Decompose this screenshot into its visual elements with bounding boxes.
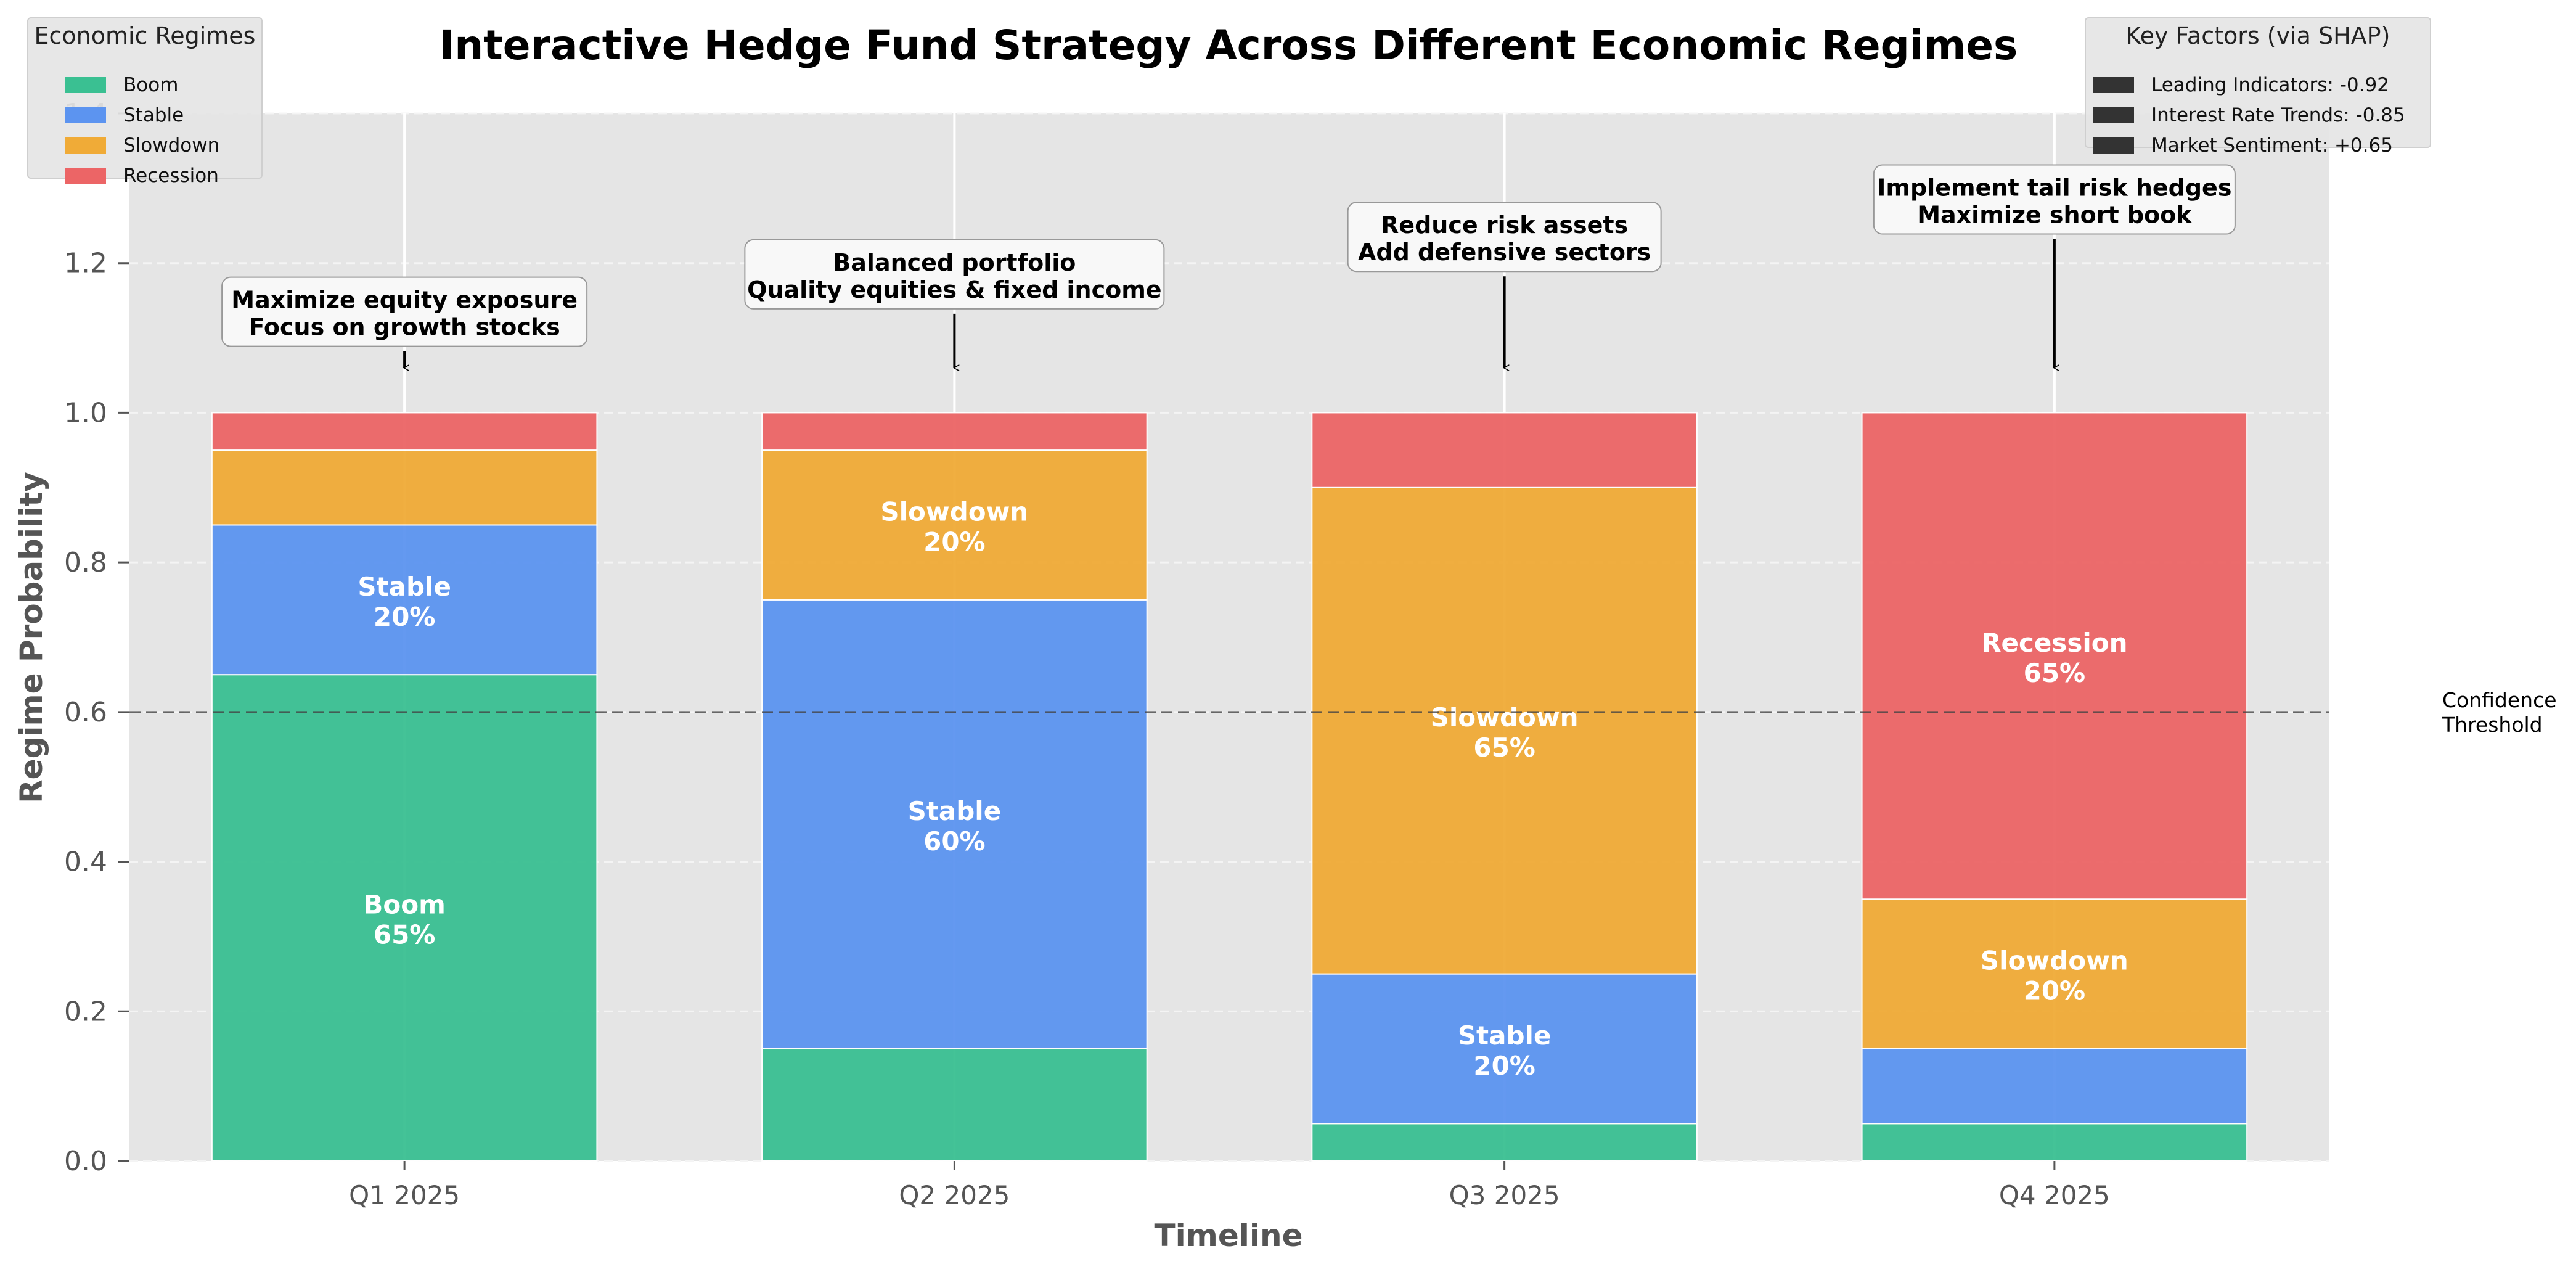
bar-label: Recession (1981, 628, 2127, 658)
legend-swatch-recession (65, 168, 106, 184)
y-tick-label: 0.2 (64, 996, 107, 1027)
annotation-box (1347, 202, 1662, 273)
legend-label-boom: Boom (123, 74, 179, 96)
legend-entry-slowdown: Slowdown (28, 132, 261, 159)
legend-swatch-boom (65, 77, 106, 93)
bar-segment-slowdown (1311, 486, 1698, 975)
bar-value-label: 20% (374, 602, 436, 632)
bar-value-label: 20% (2024, 976, 2086, 1006)
key-factors-legend: Key Factors (via SHAP) Leading Indicator… (2085, 17, 2431, 157)
bar-segment-slowdown (1861, 898, 2248, 1049)
bar-label: Slowdown (880, 496, 1028, 527)
y-tick-label: 0.4 (64, 847, 107, 878)
y-tick-label: 1.2 (64, 248, 107, 279)
bar-label: Stable (358, 572, 451, 602)
key-factor-swatch (2093, 77, 2134, 93)
bar-segment-slowdown (761, 449, 1148, 601)
bar-label: Stable (908, 796, 1002, 826)
annotation-text: Focus on growth stocks (249, 314, 560, 341)
bar-segment-stable (761, 599, 1148, 1049)
bar-value-label: 20% (923, 527, 986, 557)
annotation-text: Balanced portfolio (833, 249, 1076, 276)
annotation-box (1873, 164, 2236, 235)
regime-legend: Economic Regimes Boom Stable Slowdown Re… (27, 17, 263, 187)
annotation-box (744, 239, 1165, 310)
bar-value-label: 60% (923, 826, 986, 856)
key-factor-label: Leading Indicators: -0.92 (2151, 74, 2389, 96)
bar-segment-recession (761, 412, 1148, 451)
legend-entry-boom: Boom (28, 72, 261, 99)
bar-value-label: 20% (1473, 1051, 1535, 1081)
legend-label-slowdown: Slowdown (123, 134, 220, 157)
bar-value-label: 65% (2024, 658, 2086, 688)
annotation-text: Implement tail risk hedges (1877, 174, 2231, 202)
key-factor-entry: Interest Rate Trends: -0.85 (2086, 102, 2430, 129)
bar-segment-slowdown (211, 449, 598, 526)
annotation-text: Maximize short book (1917, 202, 2192, 229)
threshold-label: Threshold (2442, 713, 2543, 737)
bar-segment-boom (1861, 1123, 2248, 1162)
legend-entry-stable: Stable (28, 102, 261, 129)
bar-segment-boom (761, 1048, 1148, 1162)
key-factors-title: Key Factors (via SHAP) (2125, 22, 2390, 49)
bar-label: Boom (363, 890, 446, 920)
bar-segment-recession (211, 412, 598, 451)
annotation-text: Reduce risk assets (1381, 211, 1628, 239)
legend-label-recession: Recession (123, 165, 219, 187)
bar-value-label: 65% (374, 920, 436, 950)
bar-segment-recession (1311, 412, 1698, 488)
bar-label: Slowdown (1981, 946, 2128, 976)
threshold-label: Confidence (2442, 688, 2557, 712)
y-tick-label: 1.0 (64, 397, 107, 429)
key-factor-swatch (2093, 137, 2134, 154)
legend-title: Economic Regimes (34, 22, 256, 49)
x-axis-label: Timeline (1154, 1218, 1302, 1254)
bar-segment-stable (1861, 1048, 2248, 1125)
annotation-text: Add defensive sectors (1358, 239, 1651, 266)
key-factor-label: Market Sentiment: +0.65 (2151, 134, 2393, 157)
key-factor-entry: Leading Indicators: -0.92 (2086, 72, 2430, 99)
x-tick-label: Q2 2025 (899, 1180, 1010, 1210)
bar-segment-stable (211, 524, 598, 676)
legend-entry-recession: Recession (28, 162, 261, 189)
y-tick-label: 0.0 (64, 1146, 107, 1177)
bar-segment-stable (1311, 973, 1698, 1125)
bar-segment-recession (1861, 412, 2248, 900)
key-factor-swatch (2093, 107, 2134, 123)
y-tick-label: 0.6 (64, 697, 107, 728)
bar-segment-boom (211, 674, 598, 1162)
x-tick-label: Q4 2025 (1999, 1180, 2110, 1210)
bar-label: Stable (1458, 1020, 1552, 1051)
bar-segment-boom (1311, 1123, 1698, 1162)
x-tick-label: Q1 2025 (349, 1180, 460, 1210)
legend-swatch-stable (65, 107, 106, 123)
chart-title: Interactive Hedge Fund Strategy Across D… (440, 22, 2018, 69)
legend-swatch-slowdown (65, 137, 106, 154)
key-factor-label: Interest Rate Trends: -0.85 (2151, 104, 2405, 126)
annotation-box (221, 276, 588, 347)
bar-label: Slowdown (1431, 702, 1579, 732)
legend-label-stable: Stable (123, 104, 184, 126)
annotation-text: Maximize equity exposure (231, 287, 578, 314)
key-factor-entry: Market Sentiment: +0.65 (2086, 132, 2430, 159)
y-axis-label: Regime Probability (14, 472, 49, 803)
x-tick-label: Q3 2025 (1449, 1180, 1560, 1210)
bar-value-label: 65% (1473, 732, 1535, 763)
annotation-text: Quality equities & fixed income (747, 276, 1161, 303)
y-tick-label: 0.8 (64, 547, 107, 578)
